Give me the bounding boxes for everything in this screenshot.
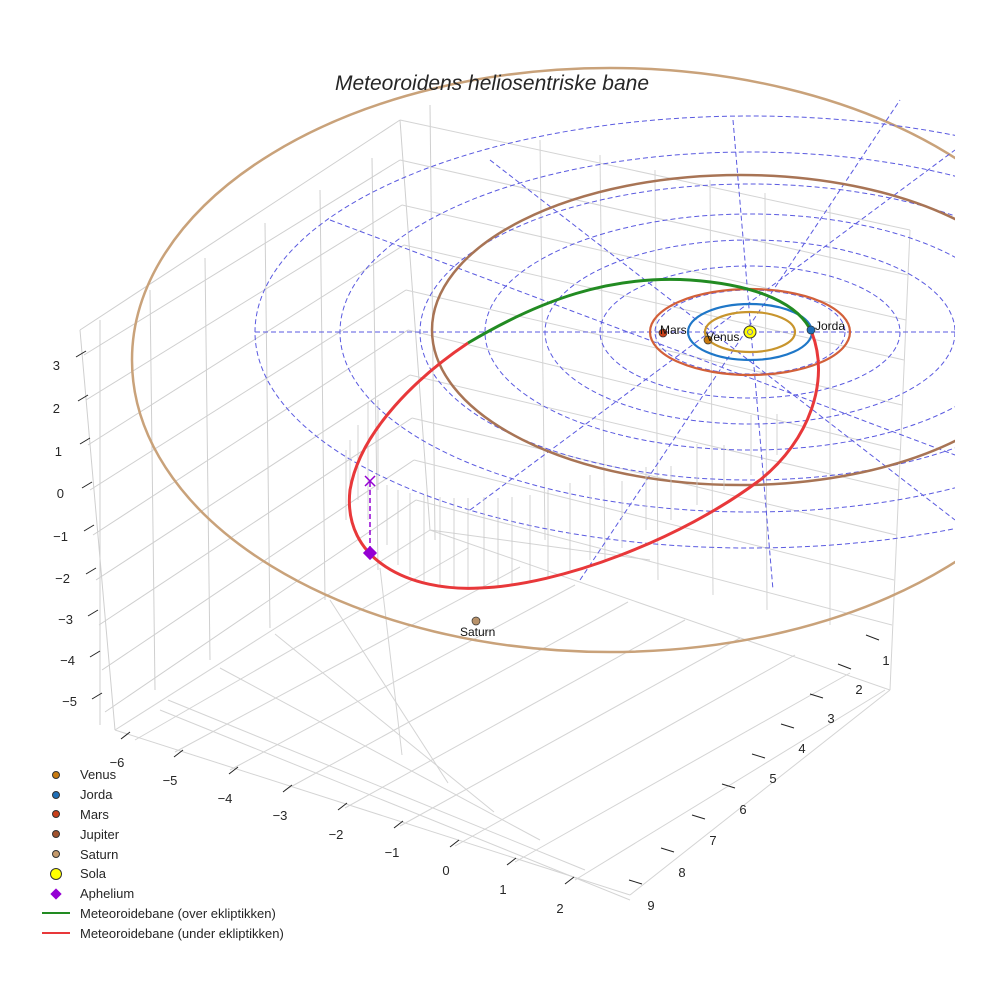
svg-text:1: 1 (499, 882, 506, 897)
svg-text:0: 0 (57, 486, 64, 501)
ecliptic-polar-grid (254, 99, 984, 591)
svg-text:2: 2 (53, 401, 60, 416)
legend-label: Venus (80, 767, 117, 783)
mars-label: Mars (660, 323, 687, 337)
legend-item-orbit-below[interactable]: Meteoroidebane (under ekliptikken) (40, 923, 284, 943)
sun-icon (743, 325, 757, 339)
z-axis-labels: 3 2 1 0 −1 −2 −3 −4 −5 (53, 358, 77, 709)
svg-text:8: 8 (678, 865, 685, 880)
venus-point (703, 335, 713, 345)
red-line-icon (42, 932, 70, 935)
saturn-label: Saturn (460, 625, 495, 639)
legend-item-jorda[interactable]: Jorda (40, 785, 284, 805)
svg-text:0: 0 (442, 863, 449, 878)
venus-orbit (703, 310, 797, 354)
legend-label: Aphelium (80, 886, 135, 902)
green-line-icon (42, 912, 70, 915)
svg-text:1: 1 (55, 444, 62, 459)
venus-label: Venus (706, 330, 739, 344)
mars-dot-icon (52, 810, 60, 819)
earth-point (806, 325, 816, 335)
svg-text:−5: −5 (163, 773, 178, 788)
y-axis-ticks (628, 634, 880, 885)
legend-item-saturn[interactable]: Saturn (40, 844, 284, 864)
legend-item-orbit-above[interactable]: Meteoroidebane (over ekliptikken) (40, 904, 284, 924)
svg-text:6: 6 (739, 802, 746, 817)
jupiter-dot-icon (52, 830, 60, 839)
svg-text:3: 3 (827, 711, 834, 726)
svg-text:2: 2 (855, 682, 862, 697)
svg-text:−1: −1 (385, 845, 400, 860)
aphelium-projection-x-icon (364, 475, 376, 487)
svg-text:−1: −1 (53, 529, 68, 544)
meteoroid-orbit-above (467, 277, 814, 345)
z-axis-ticks (75, 350, 103, 700)
grid-right-wall (399, 119, 911, 691)
svg-text:4: 4 (798, 741, 805, 756)
legend-item-jupiter[interactable]: Jupiter (40, 824, 284, 844)
legend-label: Meteoroidebane (over ekliptikken) (80, 905, 276, 921)
legend-item-venus[interactable]: Venus (40, 765, 284, 785)
legend-item-mars[interactable]: Mars (40, 805, 284, 825)
legend-item-sola[interactable]: Sola (40, 864, 284, 884)
diamond-icon (50, 888, 62, 900)
jorda-label: Jorda (815, 319, 845, 333)
saturn-dot-icon (52, 850, 60, 859)
legend-label: Meteoroidebane (under ekliptikken) (80, 925, 284, 941)
legend-label: Jorda (80, 787, 113, 803)
svg-text:−4: −4 (218, 791, 233, 806)
grid-floor (114, 529, 891, 901)
x-axis-ticks (120, 731, 575, 885)
venus-dot-icon (52, 770, 60, 779)
x-axis-labels: −6 −5 −4 −3 −2 −1 0 1 2 (110, 755, 564, 916)
mars-point (658, 328, 668, 338)
saturn-point (471, 616, 481, 626)
svg-text:−2: −2 (55, 571, 70, 586)
svg-text:−4: −4 (60, 653, 75, 668)
y-axis-labels: 1 2 3 4 5 6 7 8 9 (647, 653, 889, 913)
saturn-orbit (130, 66, 984, 654)
svg-text:−5: −5 (62, 694, 77, 709)
svg-text:5: 5 (769, 771, 776, 786)
legend-label: Sola (80, 866, 107, 882)
meteoroid-orbit-below (347, 332, 820, 590)
svg-text:9: 9 (647, 898, 654, 913)
legend: Venus Jorda Mars Jupiter Saturn Sola Aph… (40, 765, 284, 943)
svg-text:−3: −3 (58, 612, 73, 627)
svg-text:−6: −6 (110, 755, 125, 770)
grid-back-wall (79, 104, 436, 731)
svg-text:−3: −3 (273, 808, 288, 823)
svg-text:7: 7 (709, 833, 716, 848)
svg-text:−2: −2 (329, 827, 344, 842)
legend-item-aphelium[interactable]: Aphelium (40, 884, 284, 904)
jupiter-orbit (430, 173, 984, 487)
legend-label: Mars (80, 806, 109, 822)
drop-lines (345, 400, 778, 588)
aphelium-diamond-icon (362, 545, 378, 561)
svg-text:2: 2 (556, 901, 563, 916)
svg-text:1: 1 (882, 653, 889, 668)
legend-label: Saturn (80, 846, 119, 862)
legend-label: Jupiter (80, 826, 120, 842)
sun-dot-icon (50, 867, 62, 880)
earth-dot-icon (52, 790, 60, 799)
svg-text:3: 3 (53, 358, 60, 373)
